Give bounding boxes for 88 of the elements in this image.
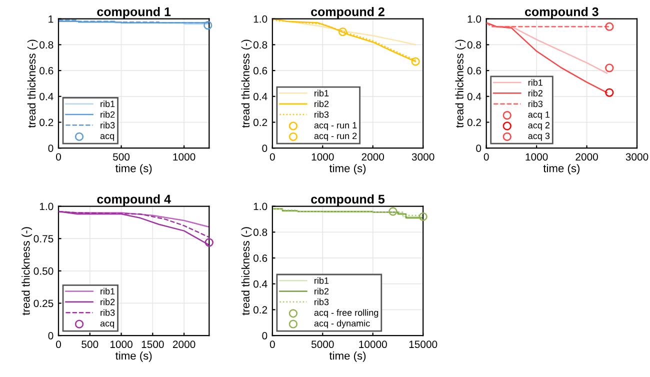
x-tick-label: 500 [82, 340, 98, 348]
y-tick-label: 0.2 [40, 118, 54, 126]
y-tick-label: 0.8 [40, 41, 54, 49]
legend-label: rib1 [314, 90, 329, 96]
y-axis-title: tread thickness (-) [241, 227, 252, 316]
x-tick-label: 3000 [626, 153, 648, 161]
y-tick-label: 0.25 [34, 300, 54, 308]
x-tick-label: 0 [56, 340, 61, 348]
y-axis-title: tread thickness (-) [241, 40, 252, 128]
y-tick-label: 0 [262, 332, 268, 340]
legend-label: acq [100, 134, 114, 141]
legend-label: acq - free rolling [314, 309, 378, 318]
legend-label: acq - run 1 [314, 122, 357, 130]
y-tick-label: 0.6 [467, 67, 482, 74]
legend-label: rib2 [314, 288, 329, 295]
legend-label: acq - dynamic [314, 320, 370, 328]
y-tick-label: 0 [48, 332, 54, 340]
y-tick-label: 1.0 [254, 15, 268, 23]
x-tick-label: 1000 [526, 153, 548, 161]
legend-label: rib3 [100, 122, 115, 128]
x-tick-label: 1500 [142, 340, 164, 348]
x-tick-label: 0 [270, 340, 275, 348]
legend-label: acq - run 2 [314, 132, 357, 141]
x-axis-title: time (s) [115, 351, 152, 362]
legend-label: acq 3 [528, 132, 550, 141]
chart-title: compound 1 [97, 7, 171, 19]
legend-label: rib2 [100, 111, 115, 118]
x-tick-label: 500 [113, 153, 130, 161]
y-tick-label: 1.0 [254, 202, 268, 210]
y-tick-label: 0.4 [253, 280, 268, 288]
legend-label: acq 1 [528, 111, 550, 120]
chart-title: compound 3 [525, 7, 598, 19]
y-tick-label: 0.6 [253, 254, 268, 262]
x-tick-label: 1000 [312, 153, 334, 161]
x-tick-label: 15000 [409, 340, 438, 348]
legend-label: acq 2 [528, 122, 550, 130]
x-tick-label: 1000 [173, 153, 196, 161]
chart-title: compound 5 [311, 194, 385, 206]
legend-label: rib2 [528, 90, 542, 96]
y-tick-label: 0.4 [253, 92, 268, 100]
y-tick-label: 0.2 [253, 118, 268, 126]
y-tick-label: 0.8 [253, 41, 268, 49]
legend-label: rib3 [528, 100, 543, 108]
x-tick-label: 0 [484, 153, 489, 161]
y-tick-label: 0 [476, 144, 482, 152]
x-tick-label: 2000 [172, 340, 196, 348]
x-tick-label: 3000 [412, 153, 434, 161]
legend-label: rib2 [100, 298, 115, 306]
y-tick-label: 0.6 [40, 67, 54, 74]
legend-label: rib1 [100, 288, 115, 295]
chart-title: compound 4 [97, 194, 171, 206]
y-tick-label: 1 [48, 15, 54, 23]
y-tick-label: 1.0 [40, 202, 54, 210]
y-axis-title: tread thickness (-) [27, 40, 38, 128]
x-axis-title: time (s) [115, 164, 152, 174]
x-axis-title: time (s) [329, 164, 366, 174]
y-tick-label: 0 [48, 144, 54, 152]
y-tick-label: 0.6 [253, 67, 268, 74]
x-tick-label: 1000 [110, 340, 132, 348]
y-tick-label: 0.4 [467, 92, 482, 100]
legend-label: rib1 [100, 100, 115, 108]
legend-label: acq [100, 322, 114, 328]
y-tick-label: 0.8 [467, 41, 482, 49]
x-tick-label: 0 [270, 153, 275, 161]
chart-title: compound 2 [311, 7, 384, 19]
x-tick-label: 0 [56, 153, 61, 161]
y-tick-label: 0 [262, 144, 268, 152]
y-tick-label: 0.4 [40, 92, 54, 100]
y-tick-label: 0.2 [253, 306, 268, 314]
legend-label: rib3 [314, 298, 329, 306]
y-axis-title: tread thickness (-) [22, 227, 32, 316]
x-tick-label: 2000 [576, 153, 598, 161]
legend-label: rib3 [100, 309, 115, 316]
legend-label: rib1 [528, 79, 542, 86]
x-tick-label: 10000 [359, 340, 387, 348]
y-tick-label: 0.50 [34, 267, 54, 275]
y-tick-label: 0.2 [467, 118, 481, 126]
x-tick-label: 5000 [311, 340, 334, 348]
x-tick-label: 2000 [362, 153, 384, 161]
legend-label: rib3 [314, 111, 329, 118]
legend-label: rib2 [314, 100, 329, 108]
x-axis-title: time (s) [543, 164, 580, 174]
y-tick-label: 0.75 [34, 235, 54, 242]
y-tick-label: 1.0 [468, 15, 482, 23]
legend-label: rib1 [314, 277, 329, 284]
x-axis-title: time (s) [329, 351, 366, 362]
y-axis-title: tread thickness (-) [455, 40, 466, 128]
y-tick-label: 0.8 [253, 228, 268, 236]
